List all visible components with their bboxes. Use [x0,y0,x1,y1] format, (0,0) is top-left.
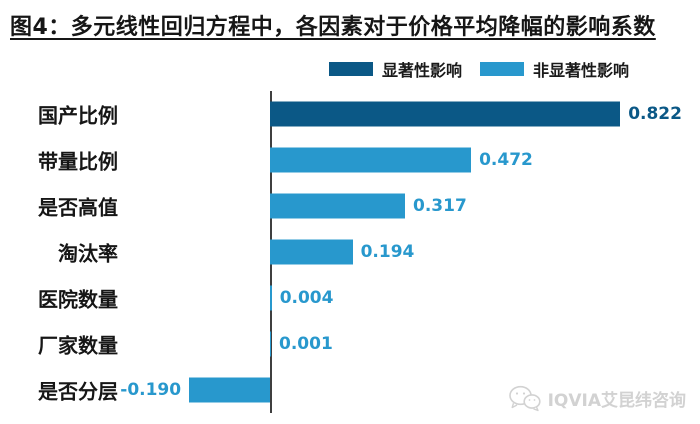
chart-row: 国产比例 0.822 [0,91,700,137]
chart-row: 是否分层 -0.190 [0,367,700,413]
category-label: 淘汰率 [58,241,118,266]
legend-item-significant: 显著性影响 [329,57,462,81]
value-label: -0.190 [120,380,182,400]
category-label: 带量比例 [38,149,118,174]
legend-swatch-significant [329,62,373,76]
value-label: 0.001 [279,334,333,354]
chart-row: 厂家数量 0.001 [0,321,700,367]
bar [189,377,270,403]
bar [270,147,472,173]
chart-row: 带量比例 0.472 [0,137,700,183]
legend-item-non-significant: 非显著性影响 [480,57,629,81]
chart-row: 医院数量 0.004 [0,275,700,321]
bar [270,331,271,357]
watermark-text: IQVIA艾昆纬咨询 [547,391,686,411]
chart-title: 图4：多元线性回归方程中，各因素对于价格平均降幅的影响系数 [10,15,656,40]
category-label: 是否高值 [38,195,118,220]
legend: 显著性影响 非显著性影响 [329,57,629,81]
category-label: 是否分层 [38,379,118,404]
bar [270,193,405,219]
chart-row: 是否高值 0.317 [0,183,700,229]
value-label: 0.472 [479,150,533,170]
bar [270,101,621,127]
value-label: 0.194 [360,242,415,262]
category-label: 医院数量 [38,287,118,312]
value-label: 0.004 [279,288,334,308]
chart-row: 淘汰率 0.194 [0,229,700,275]
value-label: 0.822 [628,104,682,124]
legend-label-non-significant: 非显著性影响 [533,61,630,80]
legend-swatch-non-significant [480,62,525,76]
wechat-logo-icon [508,385,541,412]
bar-chart: 国产比例 0.822 带量比例 0.472 是否高值 0.317 淘汰率 0.1… [0,91,700,413]
bar [270,285,272,311]
bar [270,239,353,265]
legend-label-significant: 显著性影响 [382,61,463,80]
category-label: 厂家数量 [38,333,118,358]
category-label: 国产比例 [38,103,118,128]
watermark: IQVIA艾昆纬咨询 [508,385,686,412]
value-label: 0.317 [413,196,467,216]
